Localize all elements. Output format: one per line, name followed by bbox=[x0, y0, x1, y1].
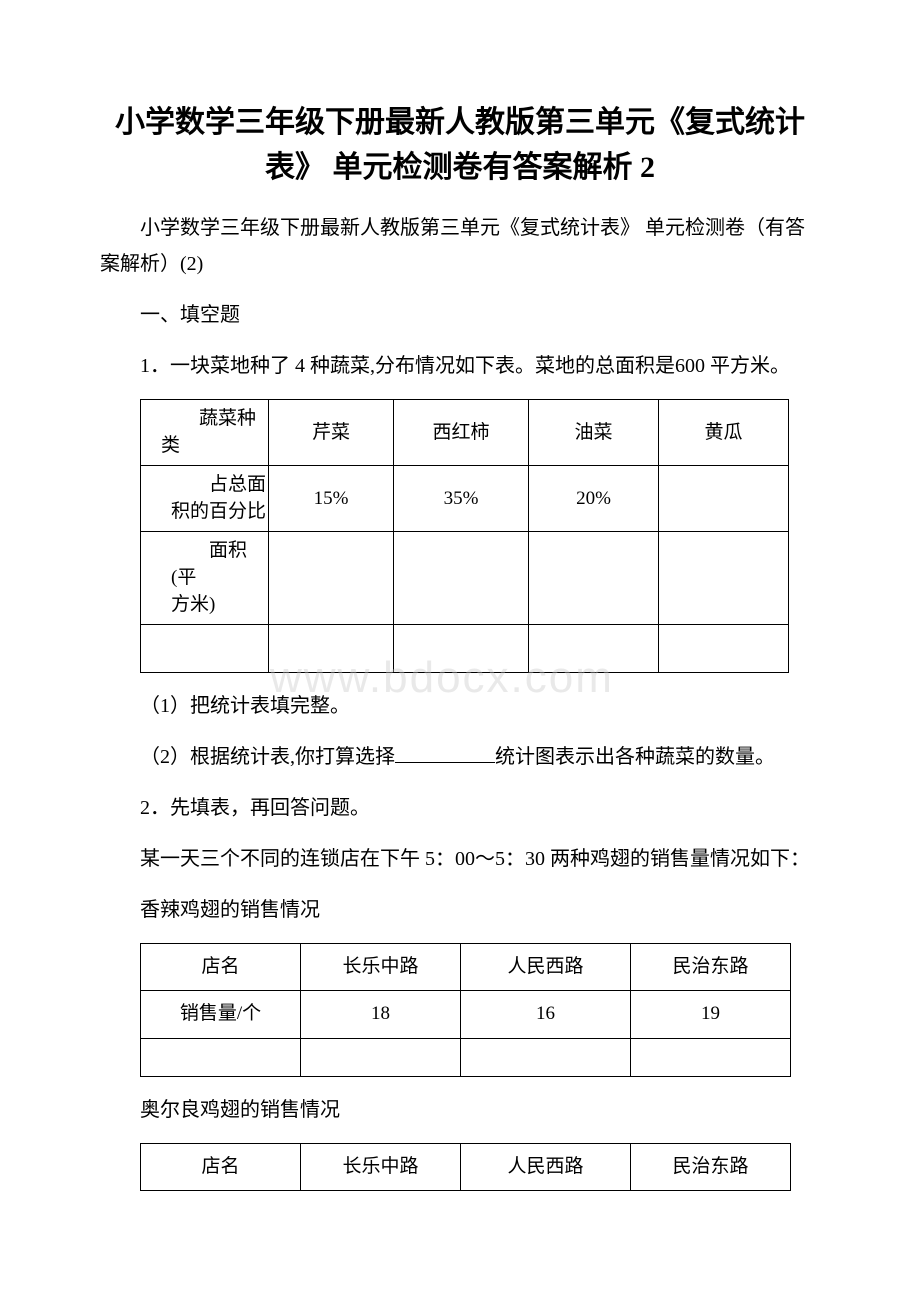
table-cell: 35% bbox=[394, 466, 529, 532]
table-cell bbox=[529, 532, 659, 625]
table-cell: 15% bbox=[269, 466, 394, 532]
question-2-text: 2．先填表，再回答问题。 bbox=[100, 790, 820, 826]
table-header-cell: 店名 bbox=[141, 1143, 301, 1190]
table-cell: 18 bbox=[301, 991, 461, 1038]
table-cell: 20% bbox=[529, 466, 659, 532]
table-row: 蔬菜种类 芹菜 西红柿 油菜 黄瓜 bbox=[141, 400, 789, 466]
table-row bbox=[141, 625, 789, 673]
table-header-cell: 人民西路 bbox=[461, 944, 631, 991]
question-1-sub1: （1）把统计表填完整。 bbox=[100, 688, 820, 724]
table-cell bbox=[141, 1038, 301, 1076]
table-header-cell: 黄瓜 bbox=[659, 400, 789, 466]
table3-title: 奥尔良鸡翅的销售情况 bbox=[100, 1092, 820, 1128]
table-cell bbox=[141, 625, 269, 673]
q1-sub2-post: 统计图表示出各种蔬菜的数量。 bbox=[495, 746, 775, 768]
table-header-cell: 长乐中路 bbox=[301, 944, 461, 991]
spicy-wings-table: 店名 长乐中路 人民西路 民治东路 销售量/个 18 16 19 bbox=[140, 943, 791, 1076]
table-cell bbox=[659, 625, 789, 673]
table-header-cell: 西红柿 bbox=[394, 400, 529, 466]
q1-sub2-pre: （2）根据统计表,你打算选择 bbox=[140, 746, 395, 768]
table-cell bbox=[529, 625, 659, 673]
page-title: 小学数学三年级下册最新人教版第三单元《复式统计表》 单元检测卷有答案解析 2 bbox=[100, 100, 820, 190]
table-header-cell: 长乐中路 bbox=[301, 1143, 461, 1190]
table-cell bbox=[269, 532, 394, 625]
table-row: 店名 长乐中路 人民西路 民治东路 bbox=[141, 944, 791, 991]
table-header-cell: 店名 bbox=[141, 944, 301, 991]
table-cell bbox=[631, 1038, 791, 1076]
table-cell bbox=[394, 532, 529, 625]
table-header-cell: 人民西路 bbox=[461, 1143, 631, 1190]
table-header-cell: 蔬菜种类 bbox=[141, 400, 269, 466]
question-1-text: 1．一块菜地种了 4 种蔬菜,分布情况如下表。菜地的总面积是600 平方米。 bbox=[100, 348, 820, 384]
question-2-desc: 某一天三个不同的连锁店在下午 5：00～5：30 两种鸡翅的销售量情况如下： bbox=[100, 841, 820, 877]
table-cell bbox=[461, 1038, 631, 1076]
orleans-wings-table: 店名 长乐中路 人民西路 民治东路 bbox=[140, 1143, 791, 1191]
table2-title: 香辣鸡翅的销售情况 bbox=[100, 892, 820, 928]
table-cell: 16 bbox=[461, 991, 631, 1038]
table-row: 面积(平方米) bbox=[141, 532, 789, 625]
blank-fill bbox=[395, 762, 495, 763]
table-cell bbox=[659, 532, 789, 625]
vegetable-table: 蔬菜种类 芹菜 西红柿 油菜 黄瓜 占总面积的百分比 15% 35% 20% 面… bbox=[140, 399, 789, 673]
table-header-cell: 民治东路 bbox=[631, 944, 791, 991]
table-cell: 面积(平方米) bbox=[141, 532, 269, 625]
table-header-cell: 民治东路 bbox=[631, 1143, 791, 1190]
subtitle-text: 小学数学三年级下册最新人教版第三单元《复式统计表》 单元检测卷（有答案解析）(2… bbox=[100, 210, 820, 282]
table-header-cell: 油菜 bbox=[529, 400, 659, 466]
table-row: 占总面积的百分比 15% 35% 20% bbox=[141, 466, 789, 532]
table-cell bbox=[269, 625, 394, 673]
table-cell: 19 bbox=[631, 991, 791, 1038]
section-heading: 一、填空题 bbox=[100, 297, 820, 333]
table-cell bbox=[394, 625, 529, 673]
table-row: 销售量/个 18 16 19 bbox=[141, 991, 791, 1038]
question-1-sub2: （2）根据统计表,你打算选择 统计图表示出各种蔬菜的数量。 bbox=[100, 739, 820, 775]
table-cell: 销售量/个 bbox=[141, 991, 301, 1038]
table-cell: 占总面积的百分比 bbox=[141, 466, 269, 532]
table-cell bbox=[659, 466, 789, 532]
table-header-cell: 芹菜 bbox=[269, 400, 394, 466]
table-cell bbox=[301, 1038, 461, 1076]
table-row: 店名 长乐中路 人民西路 民治东路 bbox=[141, 1143, 791, 1190]
table-row bbox=[141, 1038, 791, 1076]
